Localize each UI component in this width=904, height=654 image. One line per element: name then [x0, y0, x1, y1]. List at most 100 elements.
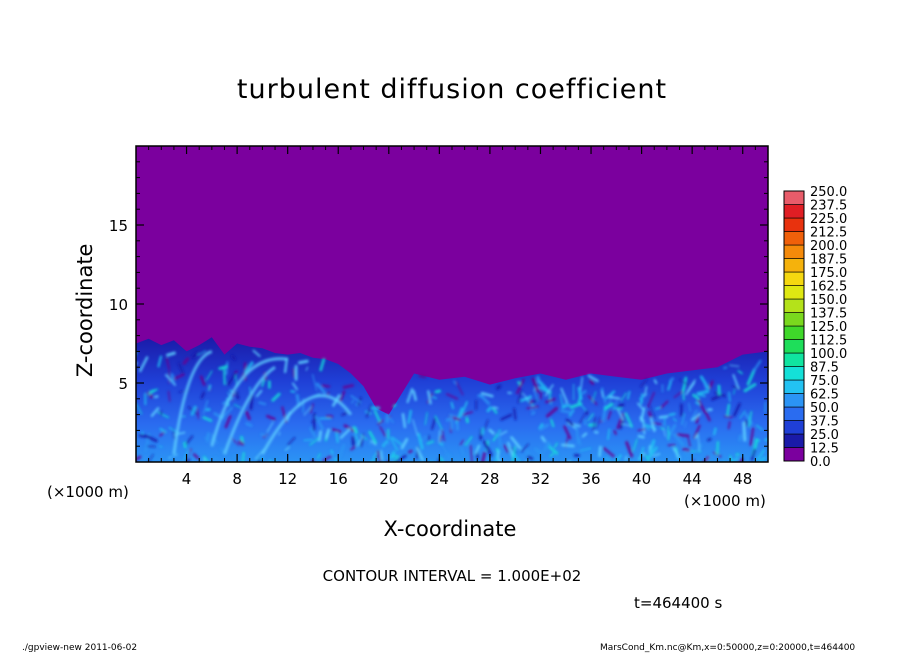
turbulence-streak	[287, 437, 296, 446]
colorbar-swatch	[783, 379, 805, 394]
turbulence-streak	[232, 454, 241, 460]
turbulence-streak	[624, 412, 633, 428]
turbulence-streak	[389, 417, 394, 423]
colorbar-swatch	[783, 258, 805, 273]
turbulence-streak	[379, 426, 387, 437]
turbulence-streak	[653, 379, 658, 385]
turbulence-streak	[513, 407, 517, 421]
turbulence-streak	[238, 440, 245, 446]
turbulence-streak	[617, 409, 625, 421]
colorbar-swatch	[783, 339, 805, 354]
turbulence-streak	[688, 402, 692, 412]
turbulence-streak	[503, 444, 509, 453]
turbulence-streak	[672, 447, 681, 460]
turbulence-streak	[407, 409, 412, 424]
turbulence-streak	[601, 387, 605, 397]
turbulence-streak	[322, 455, 332, 462]
colorbar-swatch	[783, 190, 805, 205]
turbulence-streak	[684, 448, 693, 462]
colorbar-label: 75.0	[810, 374, 839, 389]
turbulence-streak	[415, 446, 425, 462]
turbulence-streak	[227, 371, 238, 386]
turbulence-streak	[148, 454, 154, 462]
turbulence-streak	[685, 381, 696, 396]
turbulence-streak	[578, 437, 582, 446]
turbulence-streak	[545, 397, 556, 404]
turbulence-streak	[406, 388, 414, 404]
turbulence-streak	[136, 455, 142, 462]
turbulence-streak	[703, 382, 707, 390]
plume-arc	[172, 349, 213, 455]
turbulence-streak	[309, 437, 320, 446]
turbulence-streak	[421, 435, 427, 442]
turbulence-streak	[561, 443, 575, 448]
turbulence-streak	[732, 374, 740, 390]
turbulence-streak	[620, 392, 627, 402]
x-unit-label-right: (×1000 m)	[684, 492, 766, 510]
turbulence-streak	[756, 449, 766, 461]
turbulence-streak	[390, 456, 397, 462]
turbulence-streak	[538, 423, 544, 430]
turbulence-streak	[292, 368, 295, 378]
turbulence-streak	[434, 415, 443, 430]
plume-arc	[261, 394, 353, 455]
turbulence-streak	[412, 390, 418, 401]
turbulence-texture	[136, 349, 768, 462]
turbulence-streak	[392, 403, 397, 408]
colorbar-swatch	[783, 352, 805, 367]
colorbar-swatch	[783, 447, 805, 462]
turbulence-streak	[743, 382, 757, 393]
turbulence-streak	[750, 448, 756, 462]
turbulence-streak	[744, 412, 753, 426]
plume-arc	[223, 365, 276, 455]
turbulence-streak	[682, 447, 690, 452]
turbulence-streak	[223, 367, 226, 386]
turbulence-streak	[449, 413, 454, 430]
turbulence-streak	[278, 431, 281, 436]
turbulence-streak	[729, 364, 740, 367]
turbulence-streak	[427, 390, 432, 405]
turbulence-streak	[577, 386, 583, 401]
turbulence-streak	[428, 435, 431, 441]
turbulence-streak	[652, 453, 661, 457]
field-group	[136, 146, 768, 462]
turbulence-streak	[543, 441, 550, 453]
turbulence-streak	[539, 423, 550, 431]
x-tick-label: 24	[430, 470, 449, 488]
turbulence-streak	[220, 447, 225, 454]
turbulence-streak	[658, 415, 669, 419]
colorbar-label: 150.0	[810, 293, 847, 308]
turbulence-streak	[697, 436, 701, 451]
turbulence-streak	[325, 428, 331, 439]
turbulence-streak	[607, 410, 612, 420]
turbulence-streak	[339, 428, 351, 439]
colorbar: 0.012.525.037.550.062.575.087.5100.0112.…	[783, 185, 847, 470]
turbulence-streak	[726, 403, 731, 418]
turbulence-streak	[617, 403, 625, 408]
colorbar-swatch	[783, 433, 805, 448]
turbulence-streak	[418, 374, 427, 379]
turbulence-streak	[625, 441, 634, 458]
turbulence-streak	[632, 438, 638, 452]
turbulence-streak	[528, 399, 533, 405]
turbulence-streak	[453, 380, 457, 385]
turbulence-streak	[172, 373, 185, 381]
turbulence-streak	[739, 410, 746, 419]
turbulence-streak	[693, 424, 701, 439]
turbulence-streak	[401, 412, 407, 429]
turbulence-streak	[737, 370, 743, 375]
turbulence-streak	[291, 382, 298, 391]
x-tick-label: 28	[480, 470, 499, 488]
turbulence-streak	[390, 437, 399, 452]
y-axis-title: Z-coordinate	[73, 244, 97, 378]
turbulence-streak	[667, 425, 670, 441]
turbulence-streak	[534, 447, 544, 456]
turbulence-streak	[330, 449, 334, 455]
turbulence-streak	[365, 404, 373, 418]
turbulence-streak	[544, 384, 554, 397]
turbulence-streak	[569, 402, 583, 409]
turbulence-streak	[303, 406, 312, 416]
colorbar-label: 212.5	[810, 226, 847, 241]
turbulence-streak	[377, 419, 384, 425]
x-tick-label: 16	[329, 470, 348, 488]
